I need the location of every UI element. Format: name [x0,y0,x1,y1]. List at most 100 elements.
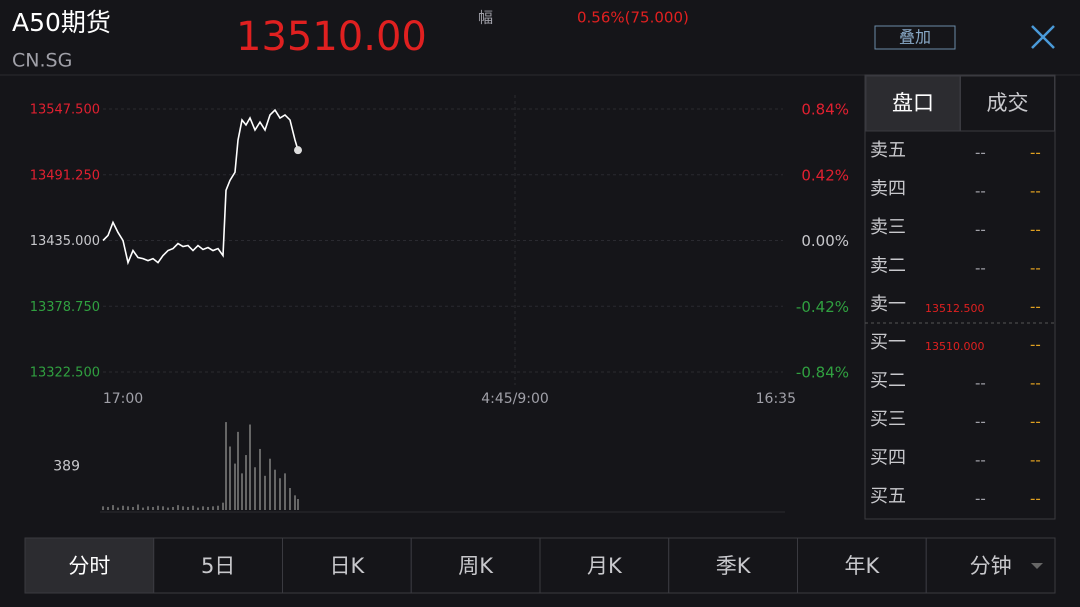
bottom-tab-label[interactable]: 5日 [201,554,235,578]
volume-bar [162,506,164,510]
order-price: -- [975,413,986,431]
volume-bar [245,455,247,510]
order-volume: -- [1030,490,1041,508]
volume-bar [274,469,276,510]
volume-bar [117,507,119,510]
order-price: 13512.500 [925,302,985,315]
order-book-tab[interactable] [960,75,1055,132]
volume-bar [284,473,286,510]
y2-tick-label: 0.00% [801,232,849,250]
volume-bar [107,506,109,510]
y2-tick-label: -0.42% [796,298,849,316]
change: 0.56%(75.000) [577,9,689,27]
order-price: -- [975,490,986,508]
volume-bar [147,506,149,510]
volume-bar [127,506,129,510]
order-label: 买二 [870,371,906,392]
volume-bar [264,475,266,510]
volume-bar [137,504,139,510]
volume-tick-label: 389 [53,459,80,475]
volume-bar [152,506,154,510]
order-label: 卖二 [870,256,906,277]
y2-tick-label: 0.42% [801,166,849,184]
order-volume: -- [1030,336,1041,354]
order-volume: -- [1030,298,1041,316]
order-price: -- [975,374,986,392]
volume-bar [167,507,169,510]
order-volume: -- [1030,374,1041,392]
volume-bar [142,507,144,510]
y-tick-label: 13547.500 [30,103,100,118]
volume-bar [202,506,204,510]
order-label: 卖三 [870,217,906,238]
order-price: -- [975,182,986,200]
volume-bar [172,506,174,510]
volume-bar [294,495,296,510]
volume-bar [225,422,227,510]
dropdown-arrow[interactable] [1031,563,1043,569]
last-price: 13510.00 [236,14,427,60]
x-tick-label: 17:00 [103,391,143,407]
y-tick-label: 13378.750 [30,300,100,315]
bottom-tab[interactable] [797,537,927,594]
order-volume: -- [1030,182,1041,200]
volume-bar [229,446,231,510]
volume-bar [212,506,214,510]
volume-bar [269,458,271,510]
overlay-button[interactable] [874,25,956,50]
overlay-button-label[interactable]: 叠加 [899,28,931,47]
bottom-tab-label[interactable]: 周K [458,554,494,578]
order-price: -- [975,144,986,162]
volume-bar [289,488,291,510]
order-volume: -- [1030,221,1041,239]
volume-bar [122,505,124,510]
bottom-tab-label[interactable]: 季K [716,554,752,578]
bottom-tab[interactable] [153,537,283,594]
volume-bar [217,505,219,510]
order-label: 买五 [870,486,906,507]
bottom-tab[interactable] [24,537,155,594]
bottom-tab[interactable] [282,537,412,594]
order-book-panel [864,74,1056,520]
volume-bar [254,467,256,510]
order-book-tab-label[interactable]: 成交 [987,91,1029,115]
bottom-tab[interactable] [410,537,541,594]
close-button[interactable] [1031,25,1055,49]
order-label: 卖四 [870,179,906,200]
change-label: 幅 [478,9,493,27]
price-line [102,108,299,266]
order-book-tab[interactable] [865,75,961,132]
volume-bar [234,463,236,510]
volume-bar [112,505,114,510]
bottom-tab-label[interactable]: 月K [587,554,623,578]
order-label: 买四 [870,448,906,469]
volume-bar [297,499,299,510]
order-book-tab-label[interactable]: 盘口 [892,91,934,115]
bottom-tab-label[interactable]: 分钟 [970,554,1012,578]
bottom-tab-label[interactable]: 分时 [68,554,110,578]
volume-bar [192,505,194,510]
bottom-tab-label[interactable]: 日K [329,554,365,578]
order-price: -- [975,221,986,239]
order-label: 卖五 [870,140,906,161]
order-label: 卖一 [870,294,906,315]
volume-bar [187,506,189,510]
last-point [294,146,302,155]
instrument-name: A50期货 [12,8,111,37]
order-volume: -- [1030,451,1041,469]
volume-bar [237,431,239,510]
order-volume: -- [1030,413,1041,431]
bottom-tab[interactable] [668,537,798,594]
y-tick-label: 13491.250 [30,168,100,183]
bottom-tab-label[interactable]: 年K [844,554,880,578]
volume-bar [132,506,134,510]
y-tick-label: 13322.500 [30,366,100,381]
order-price: 13510.000 [925,340,985,353]
volume-bar [241,473,243,510]
instrument-code: CN.SG [12,50,72,72]
order-volume: -- [1030,259,1041,277]
volume-bar [222,502,224,510]
volume-bar [207,506,209,510]
y2-tick-label: -0.84% [796,364,849,382]
